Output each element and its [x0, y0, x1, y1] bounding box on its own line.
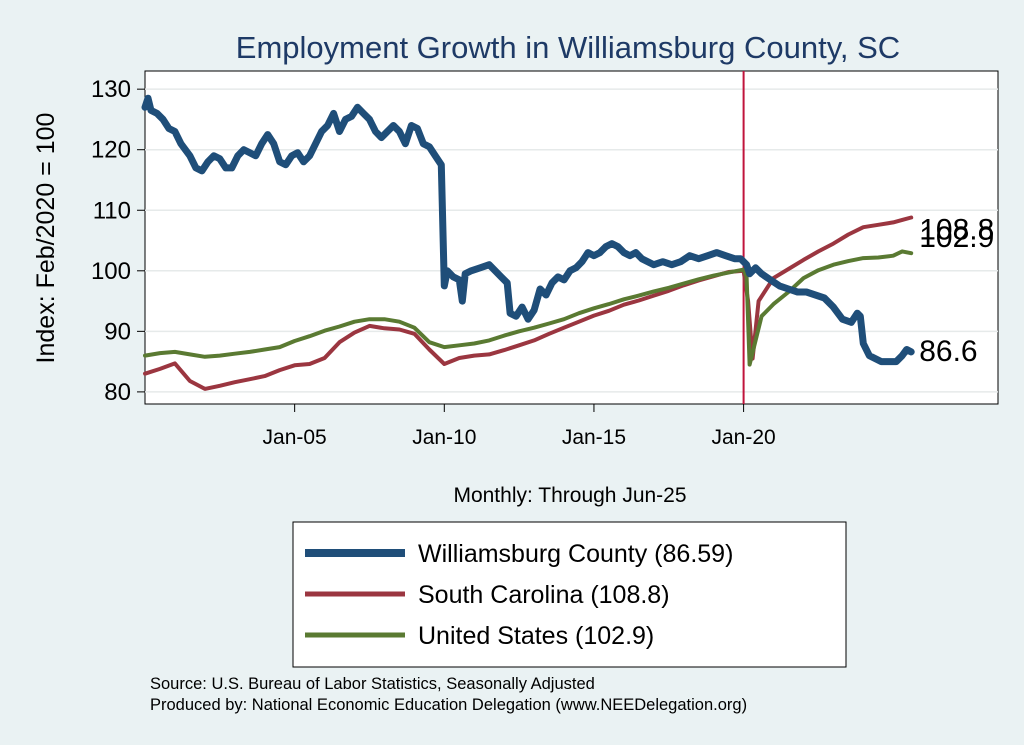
y-tick-label: 130	[91, 76, 131, 103]
y-axis: 80 90 100 110 120 130	[91, 76, 145, 406]
end-label: 108.8	[919, 214, 994, 247]
series-line-south-carolina	[143, 215, 914, 391]
legend-label: South Carolina (108.8)	[418, 581, 670, 609]
series-line-united-states	[143, 249, 914, 367]
y-tick-label: 120	[91, 137, 131, 164]
legend-items: Williamsburg County (86.59) South Carolin…	[305, 540, 733, 650]
x-axis-title: Monthly: Through Jun-25	[453, 484, 686, 507]
x-tick-label: Jan-20	[711, 426, 775, 449]
x-tick-label: Jan-10	[412, 426, 476, 449]
produced-by-note: Produced by: National Economic Education…	[150, 696, 747, 714]
legend-label: Williamsburg County (86.59)	[418, 540, 733, 568]
y-tick-label: 100	[91, 258, 131, 285]
x-axis: Jan-05 Jan-10 Jan-15 Jan-20	[263, 404, 776, 449]
y-tick-label: 90	[104, 318, 131, 345]
x-tick-label: Jan-15	[562, 426, 626, 449]
series-lines	[141, 71, 915, 404]
end-label: 86.6	[919, 335, 977, 368]
x-tick-label: Jan-05	[263, 426, 327, 449]
chart-title: Employment Growth in Williamsburg County…	[236, 30, 900, 65]
y-tick-label: 80	[104, 379, 131, 406]
source-note: Source: U.S. Bureau of Labor Statistics,…	[150, 675, 595, 693]
y-axis-title: Index: Feb/2020 = 100	[32, 113, 60, 364]
series-line-williamsburg-county	[141, 94, 915, 366]
plot-area	[144, 70, 999, 405]
legend-label: United States (102.9)	[418, 622, 654, 650]
gridlines	[145, 88, 998, 393]
end-label: 102.9	[919, 221, 994, 254]
y-tick-label: 110	[93, 197, 131, 224]
